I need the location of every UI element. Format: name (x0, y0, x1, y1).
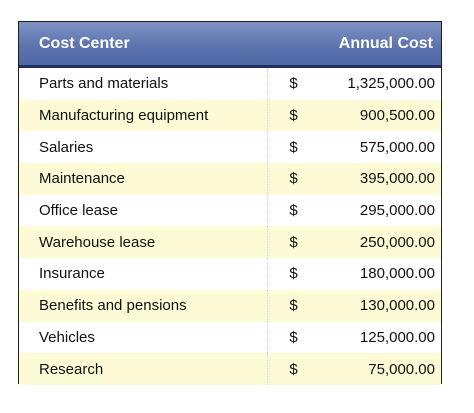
currency-symbol: $ (267, 353, 319, 385)
currency-symbol: $ (267, 258, 319, 290)
annual-cost-value: 395,000.00 (359, 170, 435, 188)
currency-symbol: $ (267, 99, 319, 132)
table-row: Salaries $ 575,000.00 (19, 131, 441, 164)
cost-center-name: Parts and materials (39, 75, 169, 93)
cost-center-name: Manufacturing equipment (39, 107, 209, 125)
table-row: Vehicles $ 125,000.00 (19, 321, 441, 354)
cost-center-name: Research (39, 360, 104, 378)
annual-cost-value: 575,000.00 (359, 138, 435, 156)
currency-symbol: $ (267, 194, 319, 227)
cost-center-name: Insurance (39, 265, 105, 283)
table-row: Research $ 75,000.00 (19, 353, 441, 385)
annual-cost-value: 900,500.00 (359, 107, 435, 125)
cost-center-name: Salaries (39, 138, 94, 156)
table-row: Office lease $ 295,000.00 (19, 194, 441, 227)
annual-cost-value: 125,000.00 (359, 328, 435, 346)
annual-cost-value: 180,000.00 (359, 265, 435, 283)
currency-symbol: $ (267, 321, 319, 354)
header-cost-center: Cost Center (39, 34, 130, 52)
cost-table: Cost Center Annual Cost Parts and materi… (18, 21, 442, 385)
table-row: Insurance $ 180,000.00 (19, 258, 441, 290)
currency-symbol: $ (267, 163, 319, 195)
currency-symbol: $ (267, 68, 319, 100)
header-annual-cost: Annual Cost (338, 34, 433, 52)
currency-symbol: $ (267, 289, 319, 322)
annual-cost-value: 250,000.00 (359, 233, 435, 251)
table-row: Maintenance $ 395,000.00 (19, 163, 441, 195)
cost-center-name: Office lease (39, 202, 118, 220)
annual-cost-value: 295,000.00 (359, 202, 435, 220)
table-header: Cost Center Annual Cost (19, 22, 441, 68)
table-row: Parts and materials $ 1,325,000.00 (19, 68, 441, 100)
annual-cost-value: 75,000.00 (368, 360, 435, 378)
annual-cost-value: 130,000.00 (359, 297, 435, 315)
table-row: Benefits and pensions $ 130,000.00 (19, 289, 441, 322)
table-row: Manufacturing equipment $ 900,500.00 (19, 99, 441, 132)
annual-cost-value: 1,325,000.00 (347, 75, 435, 93)
cost-center-name: Vehicles (39, 328, 95, 346)
currency-symbol: $ (267, 226, 319, 259)
cost-center-name: Warehouse lease (39, 233, 156, 251)
cost-center-name: Benefits and pensions (39, 297, 187, 315)
currency-symbol: $ (267, 131, 319, 164)
cost-center-name: Maintenance (39, 170, 125, 188)
table-row: Warehouse lease $ 250,000.00 (19, 226, 441, 259)
